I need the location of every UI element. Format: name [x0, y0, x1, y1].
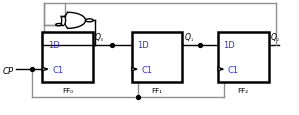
Text: C1: C1 — [52, 65, 63, 74]
Text: FF₂: FF₂ — [238, 88, 249, 94]
Text: $\mathit{Q}_{₂}$: $\mathit{Q}_{₂}$ — [270, 31, 280, 44]
Circle shape — [56, 24, 62, 27]
Text: $\mathit{Q}_{₀}$: $\mathit{Q}_{₀}$ — [94, 31, 104, 44]
Polygon shape — [132, 68, 137, 71]
Bar — [132, 33, 182, 82]
Bar — [218, 33, 269, 82]
Bar — [42, 33, 93, 82]
Text: C1: C1 — [141, 65, 152, 74]
Text: $\mathit{Q}_{₁}$: $\mathit{Q}_{₁}$ — [184, 31, 193, 44]
Text: FF₁: FF₁ — [151, 88, 162, 94]
Text: 1D: 1D — [137, 41, 149, 50]
Text: 1D: 1D — [48, 41, 60, 50]
Text: $\mathit{CP}$: $\mathit{CP}$ — [2, 64, 15, 75]
Text: C1: C1 — [228, 65, 239, 74]
Polygon shape — [42, 68, 48, 71]
Circle shape — [86, 20, 93, 23]
Polygon shape — [218, 68, 223, 71]
Text: FF₀: FF₀ — [62, 88, 73, 94]
Text: 1D: 1D — [223, 41, 235, 50]
